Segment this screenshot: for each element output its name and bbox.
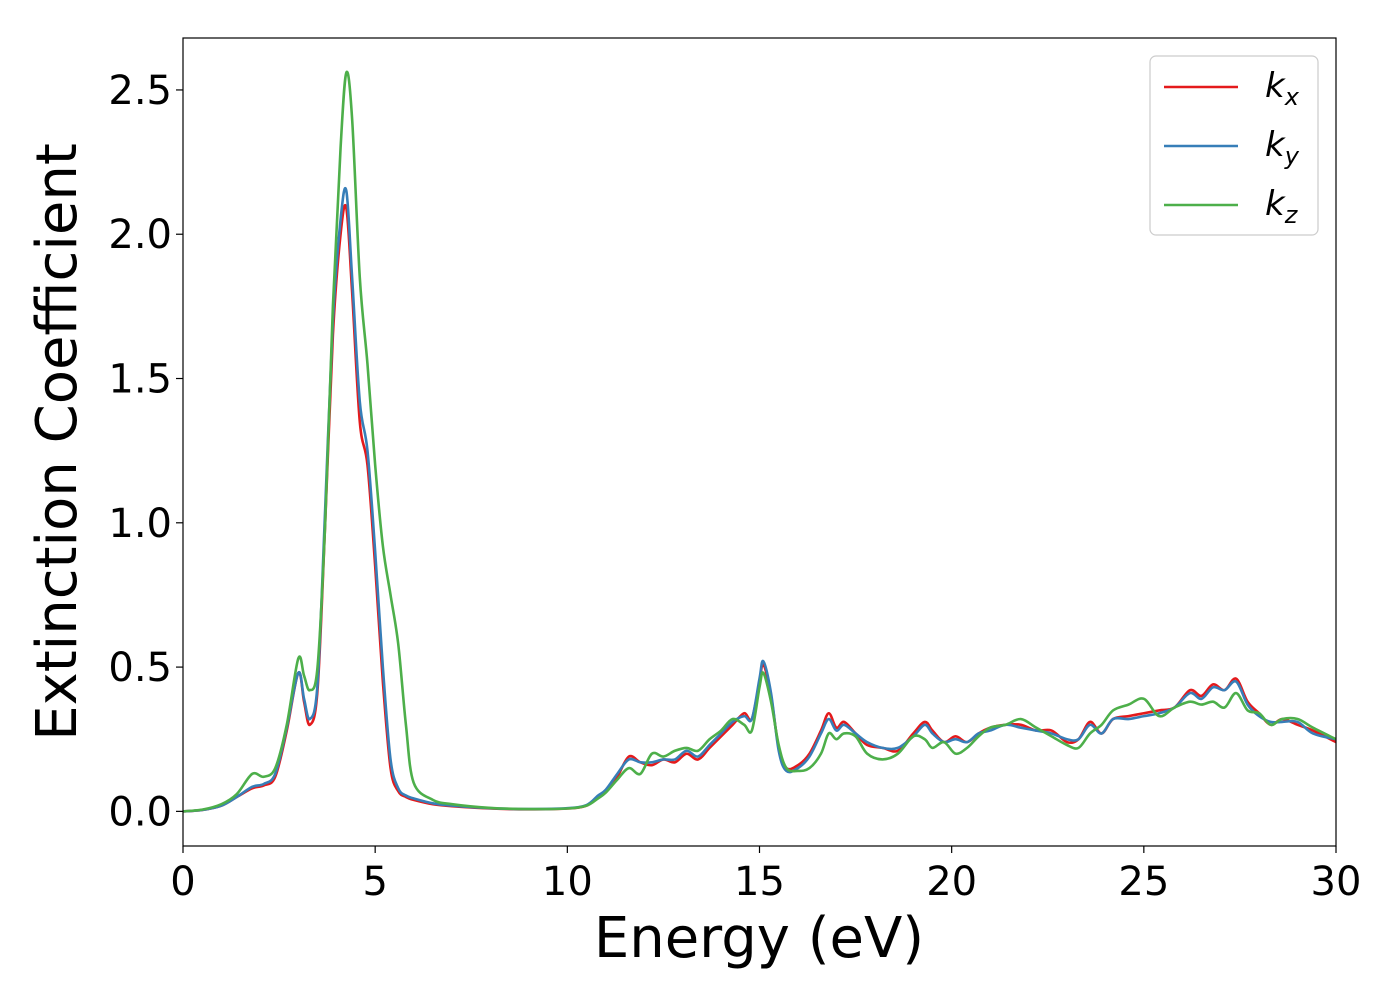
y-tick-label: 2.5 — [108, 68, 172, 114]
legend-entry-subscript: x — [1284, 83, 1300, 111]
y-tick-label: 2.0 — [108, 212, 172, 258]
legend-entry-subscript: y — [1284, 142, 1300, 170]
x-tick-label: 10 — [542, 859, 593, 905]
x-axis: 0 5 10 15 20 25 30 — [170, 846, 1361, 905]
series-line-kz — [183, 70, 1336, 813]
x-axis-label: Energy (eV) — [594, 906, 924, 971]
y-axis: 0.0 0.5 1.0 1.5 2.0 2.5 — [108, 68, 183, 835]
x-tick-label: 20 — [926, 859, 977, 905]
y-tick-label: 1.0 — [108, 501, 172, 547]
y-tick-label: 1.5 — [108, 357, 172, 403]
x-tick-label: 5 — [362, 859, 387, 905]
legend-entry-name: k — [1265, 184, 1286, 224]
legend-entry-name: k — [1265, 125, 1286, 165]
x-tick-label: 0 — [170, 859, 195, 905]
x-tick-label: 30 — [1311, 859, 1362, 905]
series-layer — [183, 70, 1336, 813]
y-axis-label: Extinction Coefficient — [25, 143, 90, 741]
x-tick-label: 15 — [734, 859, 785, 905]
legend-entry-subscript: z — [1284, 201, 1299, 229]
series-line-ky — [183, 187, 1336, 813]
legend-entry-name: k — [1265, 66, 1286, 106]
legend-entry-ky: ky — [1265, 125, 1300, 170]
y-tick-label: 0.5 — [108, 645, 172, 691]
legend-entry-kz: kz — [1265, 184, 1299, 229]
x-tick-label: 25 — [1118, 859, 1169, 905]
legend-entry-kx: kx — [1265, 66, 1300, 111]
y-tick-label: 0.0 — [108, 789, 172, 835]
